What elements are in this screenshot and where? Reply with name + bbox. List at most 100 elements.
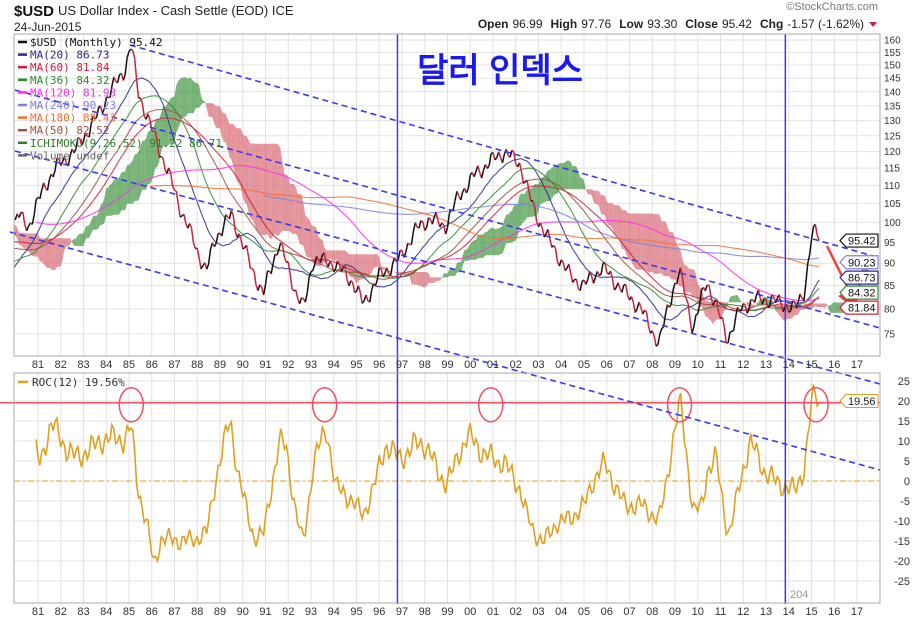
- cloud-bearish-segment: [60, 238, 63, 267]
- cloud-bearish-segment: [432, 277, 435, 283]
- cloud-bullish-segment: [201, 95, 203, 105]
- price-segment: [88, 124, 92, 138]
- cloud-bearish-segment: [254, 143, 256, 228]
- price-segment: [707, 284, 710, 287]
- price-segment: [405, 243, 409, 253]
- price-segment: [486, 165, 490, 169]
- price-segment: [264, 271, 269, 285]
- cloud-bearish-segment: [421, 272, 423, 288]
- cloud-bullish-segment: [72, 239, 74, 246]
- price-segment: [704, 284, 708, 292]
- cloud-bullish-segment: [830, 303, 833, 313]
- price-segment: [653, 335, 657, 347]
- price-segment: [391, 257, 396, 265]
- price-segment: [814, 224, 818, 236]
- cloud-bearish-segment: [635, 213, 638, 270]
- cloud-bullish-segment: [155, 118, 158, 168]
- cloud-bullish-segment: [195, 82, 198, 109]
- price-segment: [418, 220, 422, 229]
- cloud-bearish-segment: [648, 213, 651, 273]
- price-segment: [424, 226, 428, 231]
- y-tick-label: -5: [900, 496, 910, 508]
- cloud-bearish-segment: [218, 106, 220, 129]
- price-segment: [319, 254, 324, 263]
- cloud-bearish-segment: [2, 219, 4, 229]
- annotations: [0, 34, 881, 604]
- cloud-bearish-segment: [265, 143, 268, 235]
- cloud-bearish-segment: [394, 271, 397, 274]
- cloud-bearish-segment: [422, 272, 425, 288]
- price-segment: [200, 265, 204, 270]
- cloud-bearish-segment: [212, 103, 215, 124]
- cloud-bearish-segment: [692, 269, 694, 297]
- price-segment: [526, 180, 530, 192]
- cloud-bullish-segment: [481, 234, 484, 259]
- x-tick-label: 16: [828, 606, 840, 618]
- cloud-bearish-segment: [0, 219, 2, 225]
- price-segment: [767, 304, 771, 309]
- price-segment: [190, 228, 195, 244]
- price-segment: [272, 254, 276, 265]
- cloud-bearish-segment: [656, 214, 658, 274]
- cloud-bullish-segment: [151, 128, 154, 182]
- cloud-bearish-segment: [292, 183, 294, 234]
- cloud-bearish-segment: [364, 254, 366, 278]
- price-segment: [742, 302, 746, 306]
- cloud-bearish-segment: [381, 265, 383, 270]
- price-tag-box: [839, 285, 879, 300]
- price-segment: [171, 185, 176, 191]
- cloud-bearish-segment: [671, 232, 674, 280]
- price-segment: [746, 309, 750, 314]
- cloud-bullish-segment: [199, 85, 201, 108]
- cloud-bullish-segment: [479, 234, 482, 259]
- price-segment: [221, 225, 225, 237]
- cloud-bullish-segment: [530, 187, 533, 217]
- x-tick-label: 09: [669, 359, 681, 371]
- x-tick-label: 00: [464, 606, 476, 618]
- price-segment: [126, 51, 130, 58]
- cloud-bearish-segment: [369, 254, 372, 276]
- price-tag-box: [839, 255, 879, 270]
- cloud-bullish-segment: [180, 77, 183, 124]
- price-segment: [467, 174, 471, 189]
- price-segment: [668, 303, 672, 308]
- cloud-bearish-segment: [244, 136, 247, 204]
- price-segment: [494, 157, 498, 161]
- price-segment: [492, 152, 496, 160]
- axes: 81 81 82 82 83 83 84 84 85 85 86 86 87 87 88 88 89 89 90 90…: [32, 36, 910, 619]
- y-tick-label: 135: [884, 101, 901, 112]
- price-segment: [617, 282, 621, 290]
- price-segment: [188, 223, 193, 229]
- price-segment: [380, 268, 384, 277]
- x-tick-label: 81: [32, 606, 44, 618]
- roc-panel-frame: [13, 372, 881, 604]
- price-segment: [361, 300, 365, 304]
- x-tick-label: 13: [760, 606, 772, 618]
- cloud-bearish-segment: [593, 190, 596, 205]
- price-segment: [558, 259, 562, 267]
- cloud-bullish-segment: [125, 165, 128, 211]
- cloud-bearish-segment: [62, 238, 65, 260]
- cloud-bearish-segment: [603, 195, 605, 216]
- cloud-bullish-segment: [584, 180, 586, 190]
- cloud-bullish-segment: [515, 204, 518, 241]
- cloud-bearish-segment: [282, 163, 285, 231]
- y-tick-label: 145: [884, 74, 901, 85]
- cloud-bullish-segment: [546, 170, 548, 202]
- cloud-bearish-segment: [17, 227, 19, 245]
- price-segment: [179, 215, 183, 218]
- price-segment: [488, 153, 492, 166]
- cloud-bearish-segment: [811, 303, 814, 309]
- cloud-bearish-segment: [330, 250, 332, 260]
- x-tick-label: 17: [851, 359, 863, 371]
- price-segment: [456, 191, 460, 197]
- price-segment: [31, 214, 35, 225]
- price-segment: [644, 309, 648, 313]
- legend-entry: MA(240) 90.23: [30, 99, 116, 112]
- price-segment: [723, 326, 727, 344]
- cloud-bearish-segment: [817, 303, 820, 308]
- x-tick-label: 10: [692, 606, 704, 618]
- x-tick-label: 13: [760, 359, 772, 371]
- cloud-bearish-segment: [597, 190, 600, 207]
- roc-peak-circle: [666, 387, 693, 423]
